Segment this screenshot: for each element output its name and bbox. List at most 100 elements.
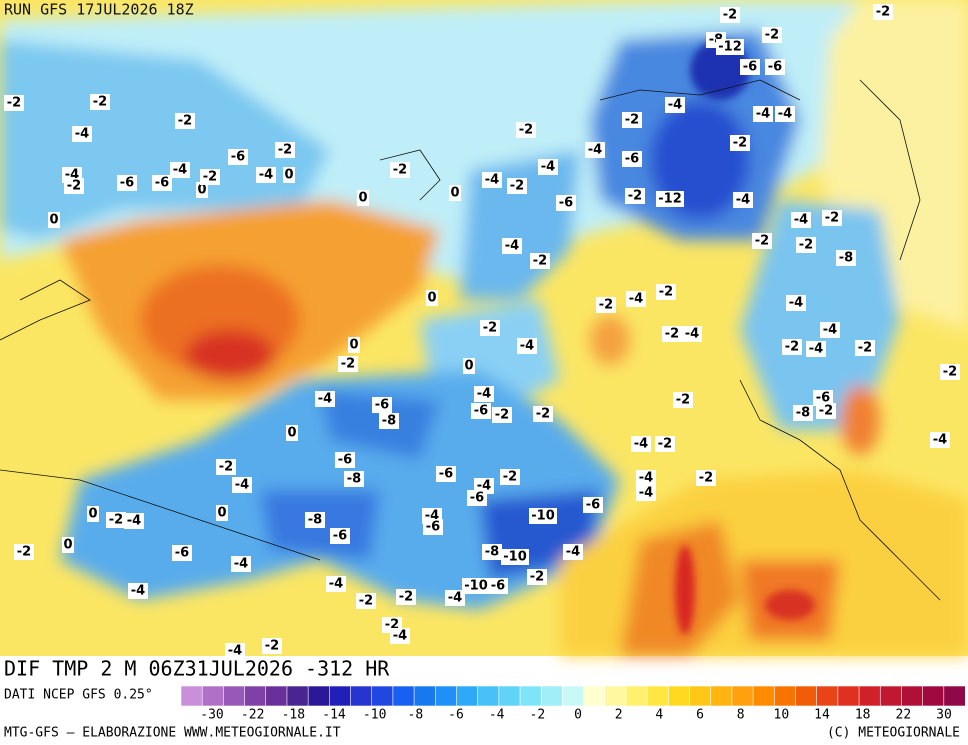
contour-label-text: -2 bbox=[659, 285, 673, 300]
colorbar-swatch bbox=[244, 685, 267, 707]
contour-label-text: -10 bbox=[464, 579, 488, 594]
contour-label: -8 bbox=[344, 471, 364, 487]
contour-label: -2 bbox=[655, 436, 675, 452]
contour-label-bg bbox=[436, 466, 456, 482]
contour-label-text: -2 bbox=[658, 437, 672, 452]
contour-label-text: -4 bbox=[234, 557, 248, 572]
colorbar-label: -30 bbox=[200, 708, 223, 723]
contour-label-text: -4 bbox=[131, 584, 145, 599]
contour-label: -6 bbox=[583, 497, 603, 513]
contour-label-text: -2 bbox=[510, 179, 524, 194]
contour-label: -2 bbox=[492, 407, 512, 423]
contour-label-bg bbox=[231, 556, 251, 572]
contour-label-text: -6 bbox=[559, 196, 573, 211]
contour-label-bg bbox=[583, 497, 603, 513]
colorbar-label: 18 bbox=[855, 708, 871, 723]
contour-label-bg bbox=[765, 59, 785, 75]
contour-label: 0 bbox=[348, 337, 360, 353]
contour-label-text: -4 bbox=[127, 514, 141, 529]
contour-label-text: -6 bbox=[175, 546, 189, 561]
contour-label-text: -4 bbox=[778, 107, 792, 122]
colorbar-swatch bbox=[498, 685, 521, 707]
contour-label-bg bbox=[216, 505, 228, 521]
contour-label-text: 0 bbox=[427, 291, 436, 306]
contour-label: -6 bbox=[117, 175, 137, 191]
contour-label-bg bbox=[492, 407, 512, 423]
colorbar-swatch bbox=[456, 685, 479, 707]
contour-label-text: -2 bbox=[676, 393, 690, 408]
contour-label: -12 bbox=[716, 39, 744, 55]
contour-label-text: -2 bbox=[819, 404, 833, 419]
contour-label: -4 bbox=[682, 326, 702, 342]
run-header: RUN GFS 17JUL2026 18Z bbox=[4, 1, 194, 19]
contour-label: -2 bbox=[625, 188, 645, 204]
contour-label-bg bbox=[474, 386, 494, 402]
contour-label-bg bbox=[873, 4, 893, 20]
contour-label-text: -4 bbox=[485, 173, 499, 188]
contour-label: -6 bbox=[423, 519, 443, 535]
contour-label: -2 bbox=[356, 593, 376, 609]
contour-label-bg bbox=[396, 589, 416, 605]
contour-label-text: -4 bbox=[173, 163, 187, 178]
contour-label-text: -6 bbox=[743, 60, 757, 75]
colorbar-swatch bbox=[180, 685, 203, 707]
contour-label-text: -2 bbox=[265, 639, 279, 654]
contour-label-text: -2 bbox=[599, 298, 613, 313]
contour-label-bg bbox=[228, 149, 248, 165]
contour-label-text: -8 bbox=[839, 251, 853, 266]
contour-label: 0 bbox=[357, 190, 369, 206]
contour-label-text: -6 bbox=[375, 398, 389, 413]
contour-label: -4 bbox=[326, 576, 346, 592]
contour-label: -2 bbox=[200, 169, 220, 185]
contour-label-text: -2 bbox=[785, 340, 799, 355]
colorbar-swatch bbox=[879, 685, 903, 707]
colorbar-swatch bbox=[689, 685, 712, 707]
contour-label: 0 bbox=[62, 537, 74, 553]
contour-label-text: -2 bbox=[519, 123, 533, 138]
contour-label-bg bbox=[338, 356, 358, 372]
contour-label-text: -6 bbox=[474, 404, 488, 419]
contour-label-bg bbox=[216, 459, 236, 475]
contour-label-text: -2 bbox=[825, 211, 839, 226]
contour-label: -2 bbox=[338, 356, 358, 372]
contour-label-text: -2 bbox=[17, 545, 31, 560]
colorbar-swatch bbox=[519, 685, 542, 707]
contour-label: -2 bbox=[262, 638, 282, 654]
contour-label-bg bbox=[753, 106, 773, 122]
contour-label: -6 bbox=[228, 149, 248, 165]
contour-label-bg bbox=[626, 291, 646, 307]
contour-label: -4 bbox=[170, 162, 190, 178]
contour-label-text: -2 bbox=[67, 179, 81, 194]
contour-label: -8 bbox=[379, 413, 399, 429]
contour-label: -2 bbox=[275, 142, 295, 158]
contour-label-text: -8 bbox=[485, 545, 499, 560]
contour-label-bg bbox=[172, 545, 192, 561]
contour-label: -4 bbox=[665, 97, 685, 113]
contour-label-bg bbox=[502, 238, 522, 254]
contour-label-text: -10 bbox=[531, 509, 555, 524]
contour-label-text: -8 bbox=[347, 472, 361, 487]
contour-label: -4 bbox=[631, 436, 651, 452]
contour-label-bg bbox=[775, 106, 795, 122]
colorbar-swatch bbox=[223, 685, 246, 707]
contour-label: -8 bbox=[482, 544, 502, 560]
colorbar-swatch bbox=[837, 685, 860, 707]
contour-label-bg bbox=[733, 192, 753, 208]
contour-label: -2 bbox=[507, 178, 527, 194]
contour-label-bg bbox=[563, 544, 583, 560]
contour-label: -8 bbox=[793, 405, 813, 421]
contour-label: -4 bbox=[775, 106, 795, 122]
colorbar-swatch bbox=[392, 685, 415, 707]
contour-label: -4 bbox=[315, 391, 335, 407]
coastlines bbox=[0, 79, 941, 601]
contour-label: -4 bbox=[124, 513, 144, 529]
colorbar-swatch bbox=[625, 685, 648, 707]
contour-label-text: -2 bbox=[858, 341, 872, 356]
contour-label-text: -4 bbox=[668, 98, 682, 113]
colorbar-swatch bbox=[329, 685, 352, 707]
contour-label: -2 bbox=[662, 326, 682, 342]
contour-label-bg bbox=[622, 112, 642, 128]
contour-label: -6 bbox=[436, 466, 456, 482]
contour-label-text: -2 bbox=[393, 163, 407, 178]
contour-label: -4 bbox=[753, 106, 773, 122]
